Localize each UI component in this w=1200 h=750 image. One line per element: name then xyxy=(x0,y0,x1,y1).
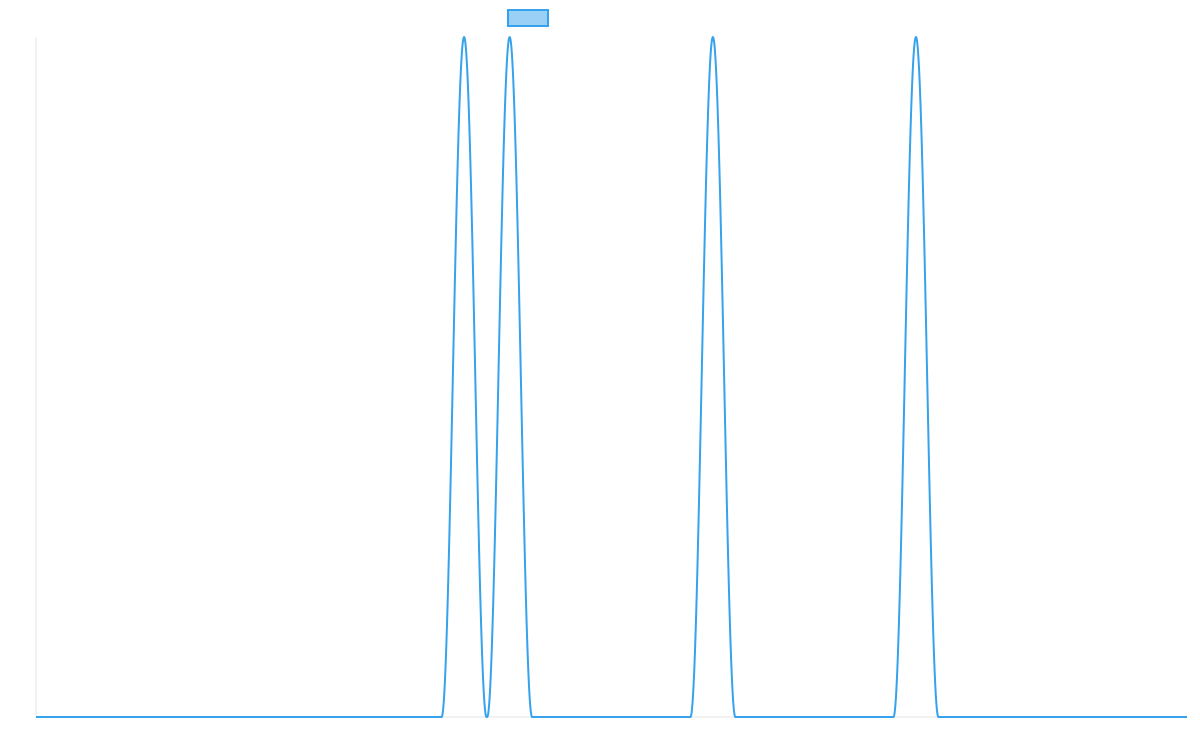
axes xyxy=(35,37,1187,718)
legend-swatch-0[interactable] xyxy=(507,9,549,27)
series-line-0 xyxy=(35,36,1188,718)
series-layer xyxy=(35,36,1188,718)
legend[interactable] xyxy=(507,9,549,27)
